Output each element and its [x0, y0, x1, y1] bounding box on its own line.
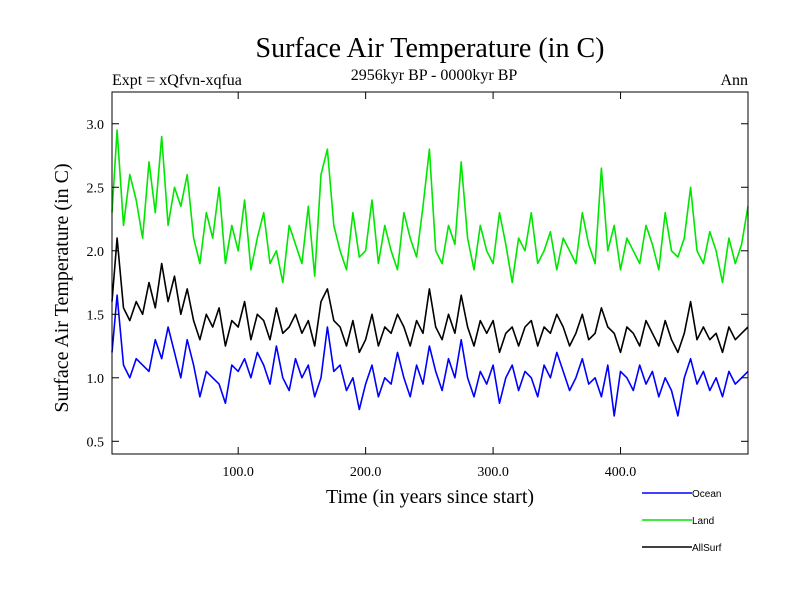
x-tick-label: 400.0 — [605, 465, 637, 480]
y-tick-label: 0.5 — [87, 435, 105, 450]
y-axis: 0.5 1.0 1.5 2.0 2.5 3.0 — [87, 118, 748, 450]
legend-label-allsurf: AllSurf — [692, 543, 722, 554]
x-axis: 100.0 200.0 300.0 400.0 — [222, 92, 636, 480]
series-line-land — [111, 129, 749, 284]
y-tick-label: 2.5 — [87, 181, 105, 196]
series-line-ocean — [111, 294, 749, 417]
x-tick-label: 300.0 — [477, 465, 509, 480]
season-label: Ann — [720, 72, 748, 89]
x-axis-label: Time (in years since start) — [326, 486, 534, 508]
legend: Ocean Land AllSurf — [642, 489, 722, 554]
series-line-allsurf — [111, 237, 749, 354]
time-range-label: 2956kyr BP - 0000kyr BP — [351, 67, 518, 84]
legend-label-ocean: Ocean — [692, 489, 721, 500]
legend-label-land: Land — [692, 516, 714, 527]
plot-area — [111, 129, 749, 417]
y-tick-label: 2.0 — [87, 245, 105, 260]
experiment-label: Expt = xQfvn-xqfua — [112, 72, 242, 89]
y-tick-label: 1.0 — [87, 372, 105, 387]
y-tick-label: 3.0 — [87, 118, 105, 133]
y-axis-label: Surface Air Temperature (in C) — [51, 163, 73, 412]
x-tick-label: 200.0 — [350, 465, 382, 480]
chart-title: Surface Air Temperature (in C) — [256, 33, 605, 64]
y-tick-label: 1.5 — [87, 308, 105, 323]
plot-frame — [111, 91, 749, 455]
x-tick-label: 100.0 — [222, 465, 254, 480]
